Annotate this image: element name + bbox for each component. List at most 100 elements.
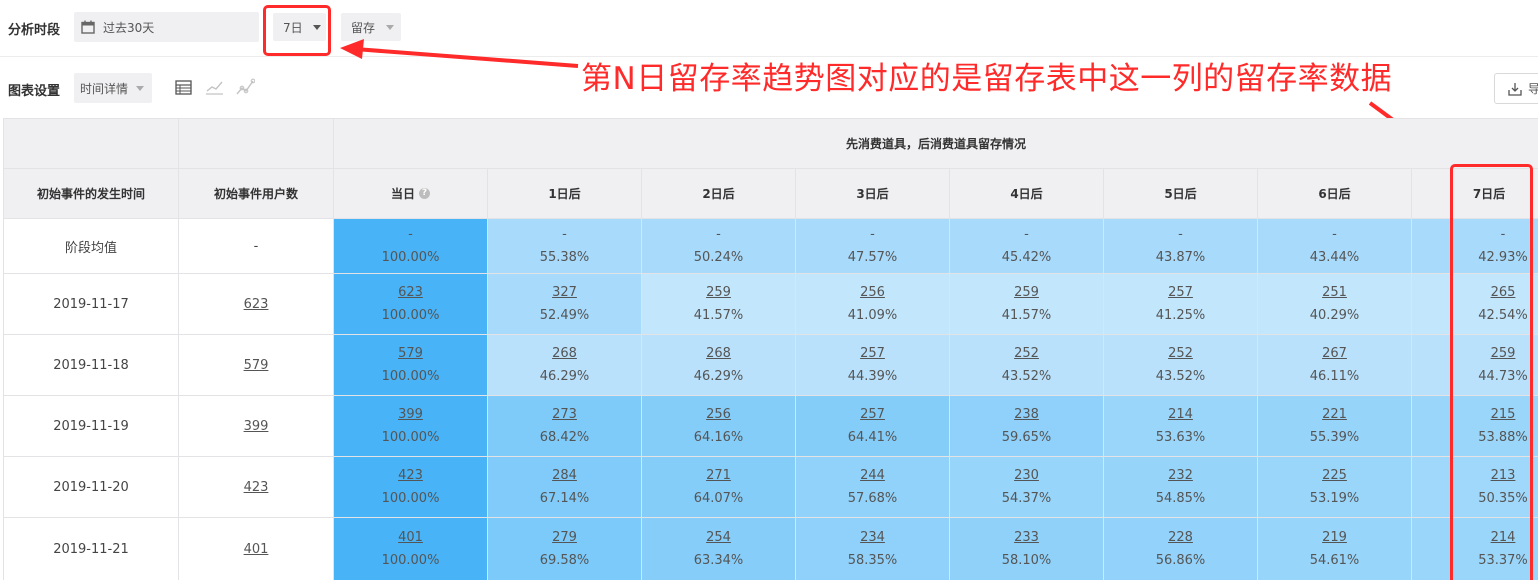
cell-count[interactable]: 267 bbox=[1322, 346, 1347, 361]
row-users[interactable]: 423 bbox=[243, 479, 269, 495]
cell-count[interactable]: 215 bbox=[1490, 407, 1516, 422]
header-day-4: 4日后 bbox=[950, 169, 1103, 218]
cell-count[interactable]: 234 bbox=[860, 530, 885, 545]
cell-count[interactable]: 259 bbox=[706, 285, 731, 300]
row-users[interactable]: 579 bbox=[243, 357, 269, 373]
cell-rate: 46.29% bbox=[693, 369, 744, 384]
retention-cell: 252 43.52% bbox=[1104, 335, 1257, 395]
cell-count[interactable]: 271 bbox=[706, 468, 731, 483]
row-date: 2019-11-18 bbox=[53, 357, 129, 373]
cell-count[interactable]: 232 bbox=[1168, 468, 1193, 483]
chevron-down-icon bbox=[136, 85, 145, 91]
cell-count[interactable]: 259 bbox=[1490, 346, 1516, 361]
cell-count[interactable]: 213 bbox=[1490, 468, 1516, 483]
cell-count: - bbox=[1332, 227, 1337, 242]
cell-rate: 41.57% bbox=[1001, 308, 1052, 323]
table-view-icon[interactable] bbox=[175, 80, 192, 99]
cell-count[interactable]: 257 bbox=[860, 407, 885, 422]
cell-count: - bbox=[1178, 227, 1183, 242]
cell-count[interactable]: 259 bbox=[1014, 285, 1039, 300]
retention-cell: 213 50.35% bbox=[1412, 457, 1538, 517]
cell-count[interactable]: 219 bbox=[1322, 530, 1347, 545]
retention-cell: 256 64.16% bbox=[642, 396, 795, 456]
retention-table: 先消费道具，后消费道具留存情况 初始事件的发生时间 初始事件用户数 当日 ? 1… bbox=[3, 118, 1538, 580]
cell-count[interactable]: 399 bbox=[398, 407, 423, 422]
cell-rate: 47.57% bbox=[847, 250, 898, 265]
cell-count[interactable]: 257 bbox=[860, 346, 885, 361]
table-row-label: 2019-11-17 bbox=[4, 274, 178, 334]
row-users[interactable]: 623 bbox=[243, 296, 269, 312]
cell-count[interactable]: 214 bbox=[1168, 407, 1193, 422]
cell-rate: 50.24% bbox=[693, 250, 744, 265]
cell-count: - bbox=[1024, 227, 1029, 242]
cell-count[interactable]: 252 bbox=[1168, 346, 1193, 361]
retention-cell: 267 46.11% bbox=[1258, 335, 1411, 395]
cell-count[interactable]: 252 bbox=[1014, 346, 1039, 361]
cell-count[interactable]: 238 bbox=[1014, 407, 1039, 422]
cell-count[interactable]: 279 bbox=[552, 530, 577, 545]
cell-count[interactable]: 268 bbox=[706, 346, 731, 361]
cell-count[interactable]: 221 bbox=[1322, 407, 1347, 422]
date-range-picker[interactable]: 过去30天 bbox=[74, 12, 259, 42]
cell-count[interactable]: 214 bbox=[1490, 530, 1516, 545]
cell-count[interactable]: 579 bbox=[398, 346, 423, 361]
table-row-users[interactable]: 399 bbox=[179, 396, 333, 456]
row-users[interactable]: 401 bbox=[243, 541, 269, 557]
cell-count[interactable]: 256 bbox=[706, 407, 731, 422]
cell-count[interactable]: 327 bbox=[552, 285, 577, 300]
table-row-users[interactable]: 423 bbox=[179, 457, 333, 517]
header-blank-users bbox=[179, 119, 333, 168]
cell-rate: 64.41% bbox=[847, 430, 898, 445]
cell-count[interactable]: 623 bbox=[398, 285, 423, 300]
cell-rate: 59.65% bbox=[1001, 430, 1052, 445]
day-select[interactable]: 7日 bbox=[273, 13, 326, 41]
cell-count[interactable]: 284 bbox=[552, 468, 577, 483]
retention-cell: 232 54.85% bbox=[1104, 457, 1257, 517]
header-blank-time bbox=[4, 119, 178, 168]
cell-count: - bbox=[562, 227, 567, 242]
help-icon[interactable]: ? bbox=[419, 188, 430, 199]
cell-count[interactable]: 251 bbox=[1322, 285, 1347, 300]
detail-select[interactable]: 时间详情 bbox=[74, 73, 152, 103]
cell-count[interactable]: 230 bbox=[1014, 468, 1039, 483]
table-row-label: 2019-11-18 bbox=[4, 335, 178, 395]
row-users[interactable]: 399 bbox=[243, 418, 269, 434]
header-day-1: 1日后 bbox=[488, 169, 641, 218]
export-button[interactable]: 导 bbox=[1494, 73, 1538, 104]
line-chart-icon[interactable] bbox=[205, 79, 224, 99]
cell-count[interactable]: 233 bbox=[1014, 530, 1039, 545]
table-row-label: 2019-11-19 bbox=[4, 396, 178, 456]
table-row-users[interactable]: 401 bbox=[179, 518, 333, 580]
cell-rate: 43.44% bbox=[1309, 250, 1360, 265]
day-header-label: 6日后 bbox=[1318, 187, 1351, 201]
cell-rate: 100.00% bbox=[381, 553, 440, 568]
cell-rate: 100.00% bbox=[381, 308, 440, 323]
cell-count[interactable]: 268 bbox=[552, 346, 577, 361]
retention-cell: 327 52.49% bbox=[488, 274, 641, 334]
cell-count[interactable]: 228 bbox=[1168, 530, 1193, 545]
cell-rate: 67.14% bbox=[539, 491, 590, 506]
cell-count[interactable]: 254 bbox=[706, 530, 731, 545]
cell-rate: 64.16% bbox=[693, 430, 744, 445]
table-row-users[interactable]: 579 bbox=[179, 335, 333, 395]
cell-count[interactable]: 257 bbox=[1168, 285, 1193, 300]
day-header-label: 5日后 bbox=[1164, 187, 1197, 201]
cell-rate: 41.57% bbox=[693, 308, 744, 323]
cell-count[interactable]: 401 bbox=[398, 530, 423, 545]
cell-count[interactable]: 423 bbox=[398, 468, 423, 483]
cell-rate: 100.00% bbox=[381, 491, 440, 506]
retention-cell: 271 64.07% bbox=[642, 457, 795, 517]
retention-cell: 259 41.57% bbox=[950, 274, 1103, 334]
cell-count[interactable]: 225 bbox=[1322, 468, 1347, 483]
retention-cell: - 43.87% bbox=[1104, 219, 1257, 273]
table-row-users[interactable]: 623 bbox=[179, 274, 333, 334]
retention-cell: 233 58.10% bbox=[950, 518, 1103, 580]
cell-rate: 58.35% bbox=[847, 553, 898, 568]
cell-count[interactable]: 256 bbox=[860, 285, 885, 300]
cell-count[interactable]: 265 bbox=[1490, 285, 1516, 300]
cell-count[interactable]: 273 bbox=[552, 407, 577, 422]
day7-column-highlight bbox=[1450, 164, 1533, 580]
type-select[interactable]: 留存 bbox=[341, 13, 401, 41]
cell-count[interactable]: 244 bbox=[860, 468, 885, 483]
funnel-chart-icon[interactable] bbox=[236, 78, 256, 99]
